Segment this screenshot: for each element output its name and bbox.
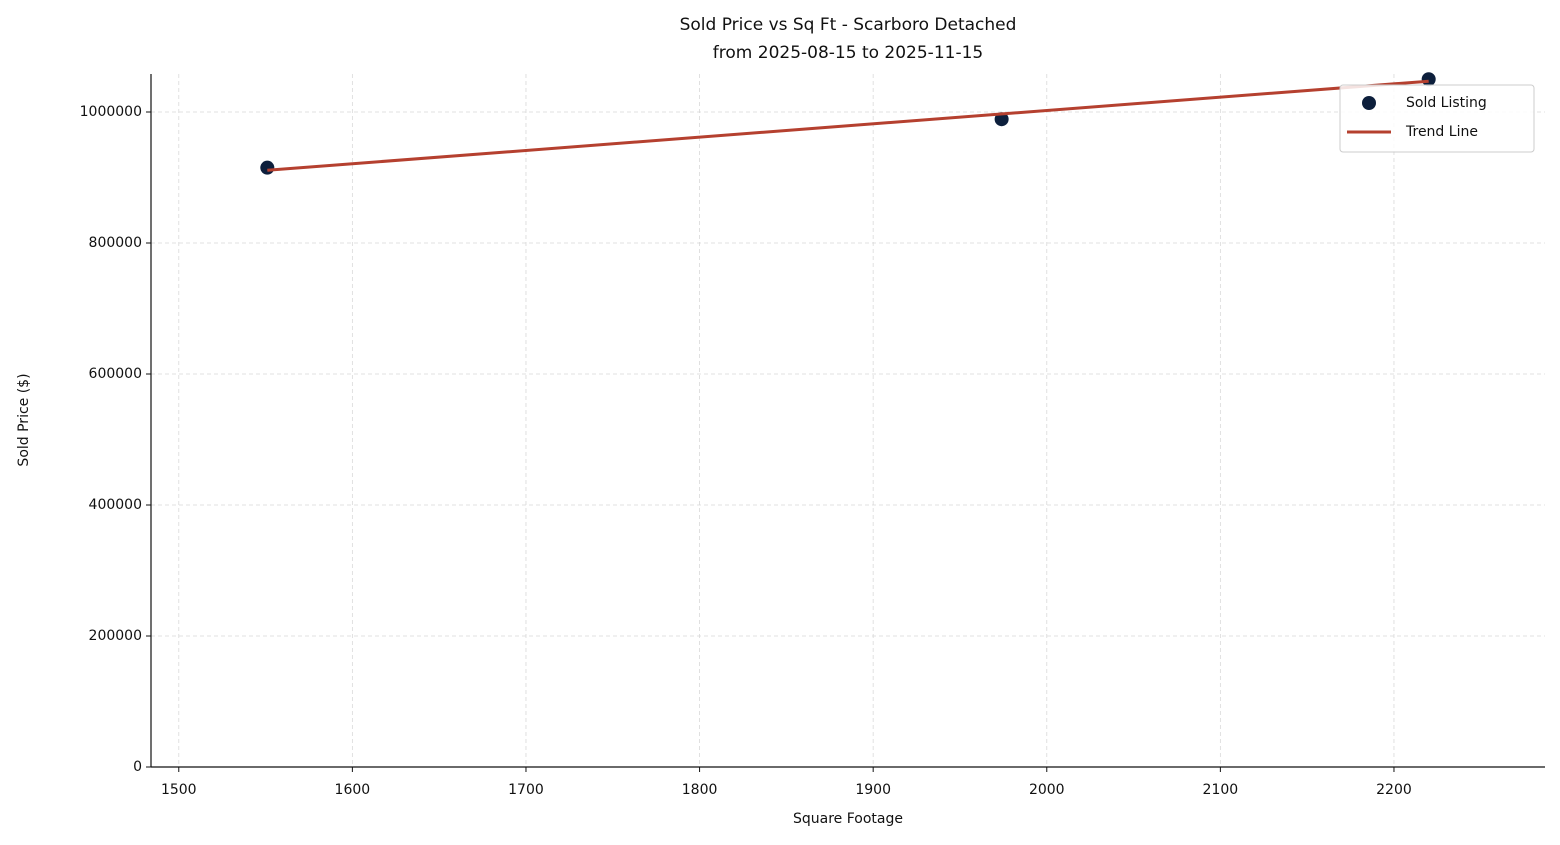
x-tick-label: 1600 [335, 782, 371, 798]
legend-label: Sold Listing [1406, 95, 1487, 111]
x-tick-label: 2100 [1203, 782, 1239, 798]
y-tick-label: 0 [133, 759, 142, 775]
chart-title: Sold Price vs Sq Ft - Scarboro Detached [680, 15, 1017, 35]
x-tick-label: 1900 [855, 782, 891, 798]
chart-subtitle: from 2025-08-15 to 2025-11-15 [713, 43, 983, 63]
y-tick-label: 200000 [89, 628, 142, 644]
x-tick-label: 1800 [682, 782, 718, 798]
point [1421, 72, 1436, 87]
x-tick-label: 2200 [1376, 782, 1412, 798]
y-tick-label: 1000000 [80, 104, 142, 120]
y-axis-label: Sold Price ($) [16, 373, 32, 466]
x-axis-label: Square Footage [793, 811, 903, 827]
legend-box [1339, 84, 1535, 153]
y-tick-label: 600000 [89, 366, 142, 382]
trend-line [267, 79, 1429, 172]
x-tick-label: 2000 [1029, 782, 1065, 798]
y-tick-label: 400000 [89, 497, 142, 513]
legend: Sold Listing Trend Line [1339, 84, 1535, 153]
x-tick-label: 1700 [508, 782, 544, 798]
point [260, 160, 275, 175]
y-tick-label: 800000 [89, 235, 142, 251]
legend-swatch [1362, 96, 1376, 110]
legend-label: Trend Line [1405, 124, 1478, 140]
x-tick-label: 1500 [161, 782, 197, 798]
